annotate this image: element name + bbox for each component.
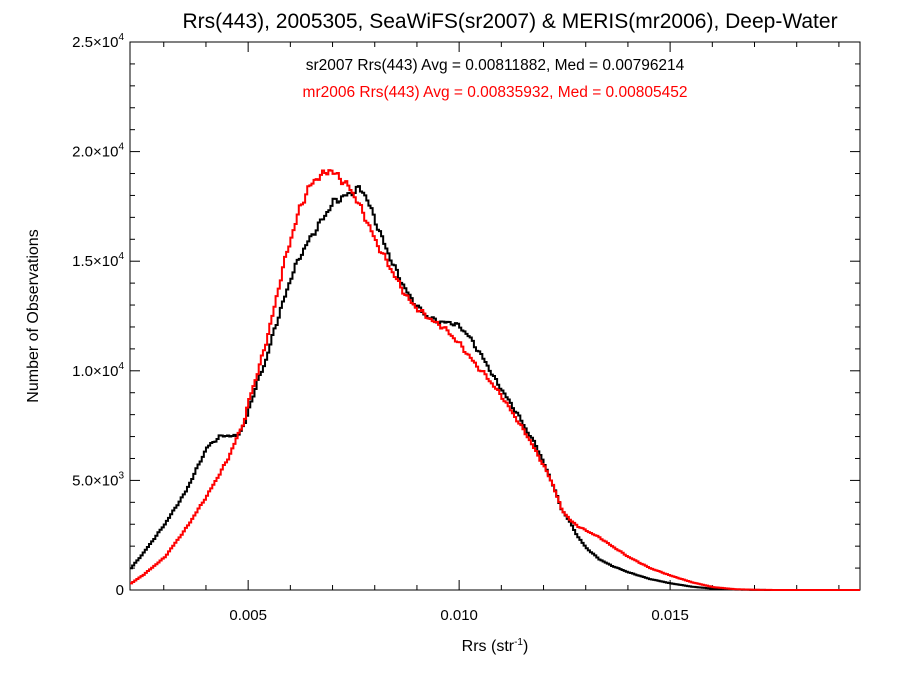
x-axis-label: Rrs (str-1) xyxy=(462,637,529,655)
y-tick-label: 2.5×104 xyxy=(72,32,124,51)
series-mr2006 xyxy=(130,169,860,591)
x-tick-label: 0.005 xyxy=(229,607,267,624)
y-tick-label: 1.0×104 xyxy=(72,361,124,380)
axis-ticks: 0.005 0.010 0.015 0 5.0×103 1.0×104 1.5×104 2.0… xyxy=(72,32,860,624)
legend-entry-mr2006: mr2006 Rrs(443) Avg = 0.00835932, Med = … xyxy=(303,84,688,101)
chart-title: Rrs(443), 2005305, SeaWiFS(sr2007) & MER… xyxy=(182,10,837,33)
legend-entry-sr2007: sr2007 Rrs(443) Avg = 0.00811882, Med = … xyxy=(306,57,685,74)
y-axis-label: Number of Observations xyxy=(25,229,42,402)
x-tick-label: 0.010 xyxy=(440,607,478,624)
y-tick-label: 2.0×104 xyxy=(72,142,124,161)
series-layer xyxy=(130,169,860,591)
x-tick-label: 0.015 xyxy=(651,607,689,624)
y-tick-label: 1.5×104 xyxy=(72,251,124,270)
y-tick-label: 0 xyxy=(116,582,124,599)
plot-frame xyxy=(129,41,861,591)
y-tick-label: 5.0×103 xyxy=(72,470,124,489)
series-sr2007 xyxy=(130,185,860,591)
